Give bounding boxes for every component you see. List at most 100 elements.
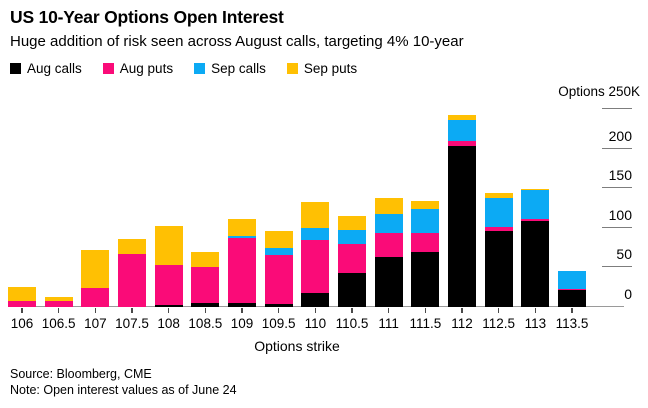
bar-107.5-segment-sep-puts <box>118 238 146 254</box>
bar-113.5-segment-aug-calls <box>558 289 586 307</box>
x-tick-label-112.5: 112.5 <box>482 316 516 331</box>
x-tick-label-107.5: 107.5 <box>115 316 149 331</box>
legend-item-sep-calls: Sep calls <box>194 61 266 76</box>
bar-111.5-segment-sep-puts <box>411 200 440 209</box>
x-tick-label-109.5: 109.5 <box>261 316 296 331</box>
x-tick-label-107: 107 <box>84 316 107 331</box>
x-tick-mark-111 <box>387 308 390 313</box>
y-tick-label-100: 100 <box>608 206 632 223</box>
x-tick-label-111.5: 111.5 <box>409 316 442 331</box>
bar-113.5-segment-aug-puts <box>558 288 586 290</box>
legend-item-aug-calls: Aug calls <box>10 61 82 76</box>
bar-109-segment-sep-puts <box>228 219 256 236</box>
bar-110.5-segment-sep-puts <box>338 215 366 231</box>
y-tick-line-250 <box>602 108 632 109</box>
x-tick-label-110: 110 <box>304 316 327 331</box>
bar-110-segment-sep-puts <box>301 202 330 228</box>
legend-label: Sep calls <box>211 61 266 76</box>
bar-113.5 <box>558 271 586 307</box>
bar-109.5-segment-sep-calls <box>264 248 293 255</box>
bar-113-segment-aug-calls <box>521 220 550 307</box>
x-tick-mark-109 <box>241 308 243 313</box>
bar-108.5-segment-aug-calls <box>191 303 220 307</box>
bar-109.5 <box>264 230 293 307</box>
x-tick-mark-109.5 <box>277 308 280 313</box>
y-tick-label-0: 0 <box>624 286 632 302</box>
x-tick-label-109: 109 <box>230 316 254 331</box>
bar-110 <box>301 202 330 307</box>
aug-puts-swatch-icon <box>102 63 114 74</box>
bar-112-segment-sep-puts <box>448 115 476 121</box>
bar-113-segment-sep-puts <box>521 189 550 190</box>
x-tick-mark-110.5 <box>351 308 353 313</box>
bar-111-segment-sep-puts <box>374 197 403 215</box>
x-tick-label-112: 112 <box>451 316 473 331</box>
bar-111-segment-sep-calls <box>374 214 403 234</box>
legend-label: Aug calls <box>27 61 82 76</box>
bar-111.5-segment-aug-calls <box>411 252 440 307</box>
bar-107-segment-aug-puts <box>81 288 110 307</box>
bar-108-segment-aug-calls <box>154 305 183 307</box>
chart-subtitle: Huge addition of risk seen across August… <box>10 33 464 50</box>
x-tick-label-106: 106 <box>10 316 34 331</box>
chart-title: US 10-Year Options Open Interest <box>10 7 284 27</box>
bar-111-segment-aug-puts <box>374 233 403 258</box>
y-tick-label-150: 150 <box>608 167 632 184</box>
x-tick-label-113.5: 113.5 <box>555 316 589 331</box>
bar-109.5-segment-aug-puts <box>264 254 293 304</box>
x-tick-label-113: 113 <box>524 316 547 331</box>
legend-item-sep-puts: Sep puts <box>286 61 358 76</box>
y-tick-line-50 <box>602 266 632 268</box>
x-tick-label-108: 108 <box>157 316 180 331</box>
bar-106 <box>8 287 36 307</box>
bar-112.5-segment-sep-puts <box>484 192 513 198</box>
bar-112.5-segment-aug-puts <box>484 227 513 231</box>
bar-107.5-segment-aug-puts <box>118 253 146 307</box>
bar-110-segment-aug-calls <box>301 292 330 307</box>
bar-107-segment-sep-puts <box>81 249 110 288</box>
x-axis-title: Options strike <box>254 338 340 354</box>
y-tick-line-100 <box>602 226 632 228</box>
source-line: Source: Bloomberg, CME <box>10 367 152 381</box>
bar-113.5-segment-sep-calls <box>558 271 586 289</box>
x-tick-label-110.5: 110.5 <box>335 316 369 331</box>
source-note-block: Source: Bloomberg, CME Note: Open intere… <box>10 366 237 398</box>
x-tick-label-106.5: 106.5 <box>41 316 76 331</box>
bar-112.5-segment-aug-calls <box>484 230 513 307</box>
bar-113-segment-sep-calls <box>521 189 550 220</box>
x-tick-mark-110 <box>314 308 317 313</box>
bar-106.5 <box>44 296 73 307</box>
x-tick-mark-108.5 <box>204 308 207 313</box>
bar-108.5-segment-sep-puts <box>191 251 220 267</box>
sep-puts-swatch-icon <box>286 63 298 74</box>
bar-106-segment-sep-puts <box>8 287 36 302</box>
y-tick-line-200 <box>602 147 632 149</box>
bar-111.5-segment-sep-calls <box>411 208 440 233</box>
sep-calls-swatch-icon <box>194 63 206 74</box>
x-tick-mark-112.5 <box>497 308 500 313</box>
bar-109-segment-aug-calls <box>228 303 256 307</box>
bar-109-segment-aug-puts <box>228 238 256 304</box>
bar-109.5-segment-aug-calls <box>264 303 293 307</box>
bar-106-segment-aug-puts <box>8 301 36 307</box>
y-tick-label-200: 200 <box>608 127 632 144</box>
bar-110-segment-sep-calls <box>301 227 330 241</box>
aug-calls-swatch-icon <box>10 63 21 74</box>
legend-label: Sep puts <box>303 61 358 76</box>
bar-107.5 <box>118 238 146 307</box>
bar-106.5-segment-aug-puts <box>44 300 73 307</box>
note-line: Note: Open interest values as of June 24 <box>10 383 237 397</box>
bar-110.5-segment-aug-puts <box>338 243 366 273</box>
bar-113 <box>521 189 550 307</box>
x-tick-mark-107.5 <box>131 308 133 313</box>
bar-111 <box>374 197 403 307</box>
bar-108 <box>154 226 183 307</box>
bar-112-segment-sep-calls <box>448 120 476 142</box>
bar-112.5 <box>484 192 513 307</box>
x-tick-mark-106.5 <box>57 308 60 313</box>
bar-108-segment-aug-puts <box>154 265 183 306</box>
x-tick-mark-112 <box>461 308 463 313</box>
x-tick-mark-113.5 <box>571 308 573 313</box>
x-tick-label-111: 111 <box>378 316 399 331</box>
